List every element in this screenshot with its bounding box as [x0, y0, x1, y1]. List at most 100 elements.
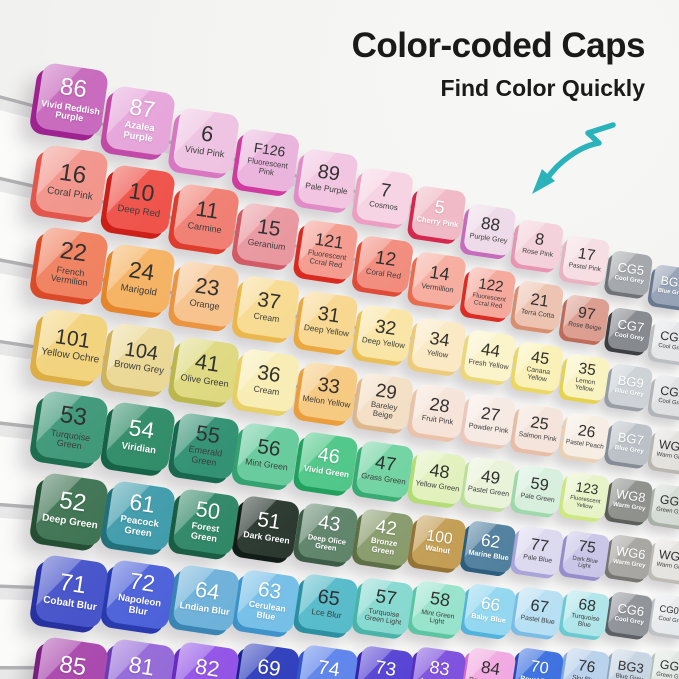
- cap-color-name: Fluorescent Ccral Red: [472, 291, 507, 310]
- cap-number: 63: [256, 577, 284, 604]
- cap-number: 61: [127, 489, 157, 519]
- marker-cap-86: 86 Vivid Reddish Purple: [34, 62, 110, 138]
- cap-number: 81: [126, 652, 156, 679]
- shelf-band: [0, 258, 679, 444]
- cap-number: 44: [479, 340, 502, 363]
- marker-cap-122: 122 Fluorescent Ccral Red: [463, 266, 517, 320]
- cap-number: 35: [577, 359, 597, 379]
- cap-number: 54: [126, 415, 156, 445]
- marker-cap-WG8: WG8 Warm Grey: [607, 477, 654, 524]
- marker-cap-23: 23 Orange: [171, 259, 240, 328]
- cap-color-name: Turquoise Green: [50, 427, 92, 452]
- cap-color-name: Azalea Purple: [122, 119, 156, 145]
- marker-cap-26: 26 Pastel Peach: [561, 411, 610, 461]
- cap-number: 70: [529, 657, 550, 679]
- cap-color-name: Mint Green: [244, 457, 289, 473]
- cap-number: 28: [427, 394, 451, 418]
- cap-number: 22: [58, 236, 89, 268]
- cap-color-name: Viridian: [120, 440, 157, 457]
- cap-number: 8: [533, 230, 546, 250]
- marker-cap-36: 36 Cream: [235, 348, 301, 414]
- cap-color-name: Marine Blue: [467, 548, 510, 563]
- marker-cap-63: 63 Cerulean Blue: [235, 568, 301, 634]
- cap-color-name: Cobalt Blur: [42, 594, 98, 614]
- cap-color-name: Coral Pink: [46, 184, 94, 203]
- cap-color-name: Mint Green Light: [420, 607, 455, 626]
- cap-number: 65: [316, 585, 342, 611]
- cap-color-name: Deep Olice Green: [307, 532, 347, 553]
- cap-number: 36: [256, 361, 283, 389]
- marker-cap-62: 62 Marine Blue: [463, 519, 517, 574]
- cap-color-name: Cherry Pink: [415, 215, 459, 230]
- cap-color-name: Dark Blue Light: [571, 553, 599, 570]
- marker-cap-11: 11 Carmine: [171, 183, 240, 252]
- cap-number: 15: [256, 214, 283, 242]
- curved-arrow-icon: [532, 122, 616, 194]
- cap-color-name: Peacock Green: [119, 514, 160, 541]
- marker-cap-29: 29 Bareley Beige: [354, 371, 414, 431]
- cap-color-name: Canana Yellow: [525, 366, 551, 384]
- cap-color-name: French Vermilion: [50, 263, 89, 289]
- cap-color-name: Fluorescent Ccral Red: [307, 247, 347, 270]
- marker-cap-WG6: WG6 Warm Grey: [607, 533, 654, 581]
- cap-number: 51: [256, 508, 283, 535]
- marker-cap-15: 15 Geranium: [235, 201, 301, 267]
- marker-cap-77: 77 Pale Blue: [513, 524, 565, 576]
- marker-cap-34: 34 Yellow: [410, 316, 467, 374]
- marker-cap-27: 27 Powder Pink: [463, 392, 517, 447]
- marker-cap-6: 6 Vivid Pink: [171, 107, 240, 176]
- cap-number: 31: [316, 302, 342, 328]
- cap-color-name: Fluorescent Pink: [247, 156, 289, 178]
- cap-number: 32: [373, 315, 398, 340]
- cap-color-name: Vermillion: [420, 281, 454, 295]
- cap-number: 62: [479, 530, 502, 553]
- cap-color-name: Pastel Green: [467, 484, 510, 499]
- cap-number: 88: [479, 213, 502, 236]
- cap-color-name: Rose Beige: [567, 319, 602, 332]
- marker-cap-66: 66 Baby Blue: [463, 583, 517, 637]
- cap-number: 10: [126, 178, 156, 208]
- cap-color-name: Cream: [253, 311, 281, 325]
- marker-cap-24: 24 Marigold: [104, 243, 177, 315]
- cap-number: 77: [529, 535, 550, 557]
- marker-cap-100: 100 Walnut: [410, 514, 467, 571]
- cap-color-name: Turquoise Green Light: [363, 605, 402, 627]
- marker-cap-43: 43 Deep Olice Green: [296, 502, 359, 565]
- cap-color-name: Deep Yellow: [303, 322, 350, 339]
- marker-cap-BG3: BG3 Blue Grey: [607, 647, 654, 679]
- cap-color-name: Blue Grey: [614, 444, 645, 456]
- cap-number: 86: [58, 72, 89, 104]
- marker-cap-104: 104 Brown Grey: [104, 322, 177, 394]
- marker-cap-21: 21 Terra Cotta: [513, 280, 565, 332]
- marker-cap-54: 54 Viridian: [104, 401, 177, 473]
- marker-cap-64: 64 Lndian Blur: [171, 564, 240, 633]
- cap-number: 24: [126, 257, 156, 287]
- marker-cap-GG3: GG3 Green Grey: [650, 483, 679, 528]
- marker-cap-WG2: WG2 Warm Grey: [650, 428, 679, 473]
- cap-number: 58: [428, 588, 452, 612]
- marker-cap-51: 51 Dark Green: [235, 495, 301, 561]
- cap-color-name: Green Grey: [656, 506, 679, 518]
- marker-cap-123: 123 Fluorescent Yellow: [561, 470, 610, 520]
- marker-cap-25: 25 Salmon Pink: [513, 402, 565, 454]
- cap-color-name: Yellow: [425, 348, 449, 360]
- marker-cap-CG5: CG5 Cool Grey: [607, 249, 654, 297]
- cap-number: 17: [576, 244, 597, 265]
- cap-color-name: Bareley Beige: [369, 400, 398, 421]
- cap-color-name: Walnut: [424, 544, 451, 557]
- marker-cap-BG9: BG9 Blue Grey: [607, 363, 654, 410]
- marker-cap-89: 89 Pale Purple: [296, 148, 359, 210]
- cap-number: 50: [193, 497, 222, 525]
- marker-cap-22: 22 French Vermilion: [34, 226, 110, 302]
- cap-number: 74: [316, 656, 342, 679]
- marker-cap-48: 48 Yellow Green: [410, 448, 467, 505]
- marker-cap-101: 101 Yellow Ochre: [34, 308, 110, 384]
- marker-cap-CG2: CG2 Cool Grey: [650, 373, 679, 418]
- marker-cap-88: 88 Purple Grey: [463, 202, 517, 257]
- cap-color-name: Yellow Ochre: [40, 346, 100, 366]
- marker-cap-71: 71 Cobalt Blur: [34, 554, 110, 630]
- cap-number: 75: [576, 536, 597, 557]
- marker-cap-8: 8 Rose Pink: [513, 219, 565, 271]
- marker-cap-37: 37 Cream: [235, 275, 301, 340]
